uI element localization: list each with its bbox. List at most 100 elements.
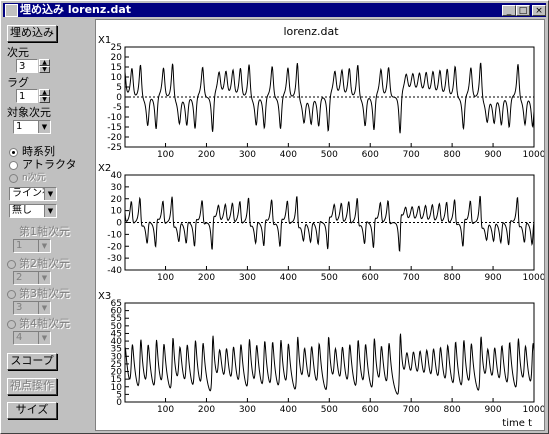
x-tick-label: 100 [157, 405, 174, 415]
app-icon [5, 4, 18, 17]
chevron-down-icon: ▼ [38, 240, 50, 252]
spin-down-icon[interactable]: ▼ [39, 96, 50, 103]
y-tick-label: 45 [111, 329, 122, 339]
y-tick-label: -5 [113, 103, 122, 113]
y-tick-label: 20 [111, 195, 123, 205]
target-dim-label: 対象次元 [7, 106, 51, 119]
chart-svg: lorenz.dat time t X1-25-20-15-10-5051015… [98, 25, 546, 429]
axis1-label: 第1軸次元 [19, 225, 70, 238]
series-line-x1 [124, 62, 535, 134]
spin-up-icon[interactable]: ▲ [39, 59, 50, 66]
x-tick-label: 1000 [523, 405, 544, 415]
minimize-icon[interactable]: _ [502, 5, 516, 16]
title-bar: 埋め込み lorenz.dat _ □ × [3, 3, 546, 17]
plot-area: lorenz.dat time t X1 -25 -20 -15 -10 -5 0 5 10 15… [95, 19, 546, 431]
ndim-radio [9, 174, 18, 183]
x-tick-label: 200 [198, 273, 215, 283]
lag-input[interactable]: 1 [16, 89, 38, 103]
y-tick-label: 15 [111, 375, 122, 385]
dimension-stepper[interactable]: ▲ ▼ [39, 59, 50, 73]
y-tick-label: 50 [111, 322, 123, 332]
series-line-x2 [124, 195, 535, 253]
y-tick-label: -15 [107, 123, 122, 133]
axis3-radio [7, 290, 16, 299]
attractor-radio[interactable] [9, 161, 18, 170]
x-tick-label: 600 [362, 405, 379, 415]
mark-select[interactable]: 無し ▼ [9, 204, 57, 218]
y-tick-label: -20 [107, 242, 122, 252]
target-dim-select[interactable]: 1 ▼ [13, 120, 51, 134]
y-tick-label: 20 [111, 53, 123, 63]
axis4-radio [7, 320, 16, 329]
y-tick-label: -10 [107, 230, 122, 240]
x-tick-label: 900 [484, 273, 501, 283]
x-tick-label: 900 [484, 405, 501, 415]
line-style-select[interactable]: ライン有 ▼ [9, 187, 57, 201]
axis2-label: 第2軸次元 [19, 257, 70, 270]
lag-stepper[interactable]: ▲ ▼ [39, 89, 50, 103]
x-tick-label: 400 [280, 150, 297, 160]
y-tick-label: 30 [111, 352, 123, 362]
chevron-down-icon: ▼ [38, 272, 50, 284]
x-tick-label: 400 [280, 273, 297, 283]
x-tick-label: 600 [362, 150, 379, 160]
attractor-label: アトラクタ [22, 158, 77, 171]
dimension-label: 次元 [7, 46, 29, 59]
y-tick-label: 0 [116, 398, 122, 408]
timeseries-radio[interactable] [9, 148, 18, 157]
y-tick-label: 10 [111, 73, 123, 83]
chevron-down-icon[interactable]: ▼ [44, 188, 56, 200]
x-axis-label: time t [502, 418, 532, 429]
chevron-down-icon[interactable]: ▼ [44, 205, 56, 217]
ndim-label: n次元 [22, 173, 46, 183]
x-tick-label: 700 [403, 150, 420, 160]
axis2-select: 2 ▼ [13, 271, 51, 285]
x-tick-label: 1000 [523, 150, 544, 160]
close-icon[interactable]: × [532, 5, 546, 16]
y-tick-label: 0 [116, 93, 122, 103]
y-tick-label: 60 [111, 307, 123, 317]
y-tick-label: 10 [111, 207, 123, 217]
axis1-select: 1 ▼ [13, 239, 51, 253]
maximize-icon[interactable]: □ [516, 5, 530, 16]
y-tick-label: 65 [111, 299, 122, 309]
chevron-down-icon: ▼ [38, 332, 50, 344]
x-tick-label: 500 [321, 273, 338, 283]
size-button[interactable]: サイズ [7, 402, 57, 419]
y-tick-label: 30 [111, 183, 123, 193]
y-tick-label: -10 [107, 113, 122, 123]
chevron-down-icon[interactable]: ▼ [38, 121, 50, 133]
window-title: 埋め込み lorenz.dat [20, 3, 132, 16]
x-tick-label: 100 [157, 273, 174, 283]
x-tick-label: 800 [444, 273, 461, 283]
chart-title: lorenz.dat [283, 25, 339, 38]
y-tick-label: -30 [107, 254, 122, 264]
panel-label-x2: X2 [98, 163, 111, 174]
series-line-x3 [124, 333, 535, 395]
spin-down-icon[interactable]: ▼ [39, 66, 50, 73]
y-tick-label: 25 [111, 43, 122, 53]
x-tick-label: 500 [321, 150, 338, 160]
y-tick-label: 35 [111, 345, 122, 355]
x-tick-label: 300 [239, 405, 256, 415]
x-tick-label: 200 [198, 405, 215, 415]
y-tick-label: -20 [107, 133, 122, 143]
dimension-input[interactable]: 3 [16, 59, 38, 73]
x-tick-label: 400 [280, 405, 297, 415]
viewpoint-button: 視点操作 [7, 378, 57, 395]
spin-up-icon[interactable]: ▲ [39, 89, 50, 96]
axis4-select: 4 ▼ [13, 331, 51, 345]
x-tick-label: 700 [403, 405, 420, 415]
y-tick-label: 40 [111, 337, 123, 347]
y-tick-label: 5 [116, 83, 122, 93]
x-tick-label: 300 [239, 273, 256, 283]
x-tick-label: 200 [198, 150, 215, 160]
y-tick-label: -25 [107, 143, 122, 153]
scope-button[interactable]: スコープ [7, 353, 57, 370]
embed-button[interactable]: 埋め込み [7, 25, 57, 42]
y-tick-label: 55 [111, 314, 122, 324]
y-tick-label: 10 [111, 383, 123, 393]
x-tick-label: 300 [239, 150, 256, 160]
panel-label-x3: X3 [98, 291, 111, 302]
